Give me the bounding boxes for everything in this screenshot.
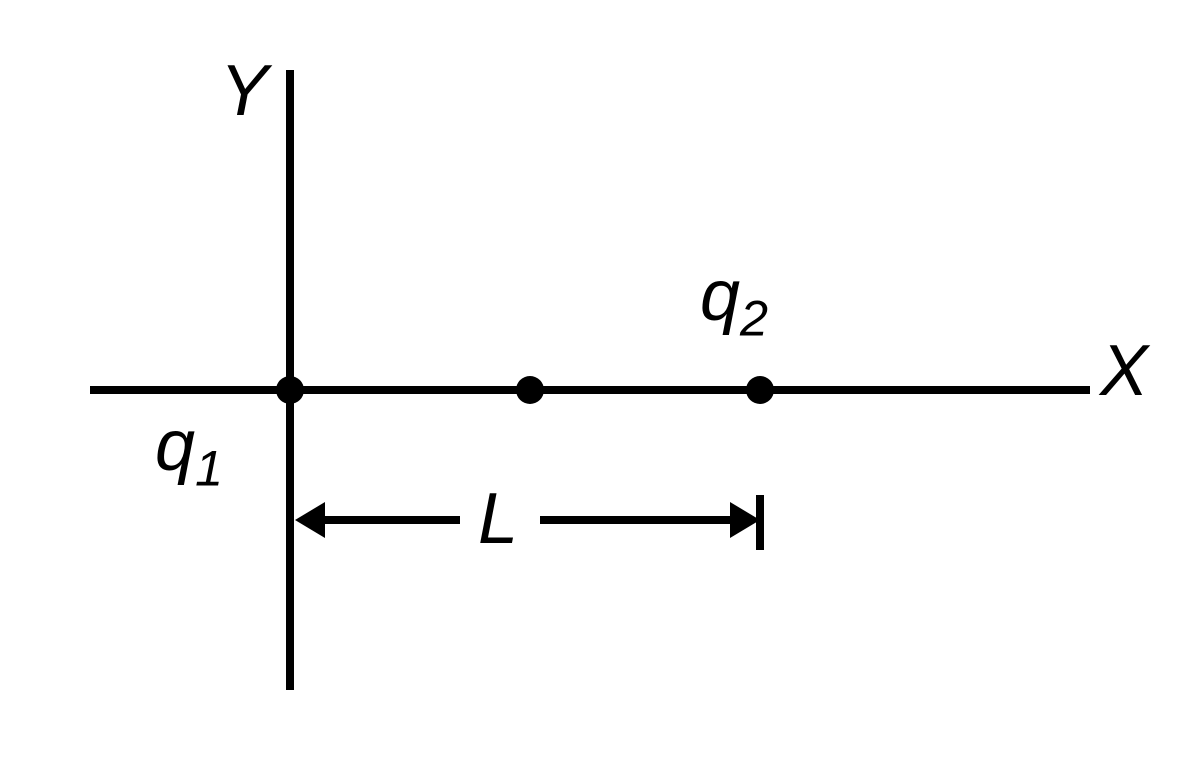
x-axis-label: X [1100, 330, 1148, 412]
x-axis [90, 386, 1090, 394]
point-q1 [276, 376, 304, 404]
y-axis-label: Y [220, 50, 268, 132]
physics-diagram: X Y q1 q2 L [0, 0, 1196, 768]
dimension-tick-left [286, 495, 294, 550]
dimension-line-left [305, 516, 460, 524]
point-mid [516, 376, 544, 404]
point-q2 [746, 376, 774, 404]
q1-label: q1 [155, 405, 223, 497]
arrow-right-icon [730, 502, 760, 538]
dimension-line-right [540, 516, 750, 524]
dimension-label: L [478, 478, 518, 560]
arrow-left-icon [295, 502, 325, 538]
q2-label: q2 [700, 255, 768, 347]
